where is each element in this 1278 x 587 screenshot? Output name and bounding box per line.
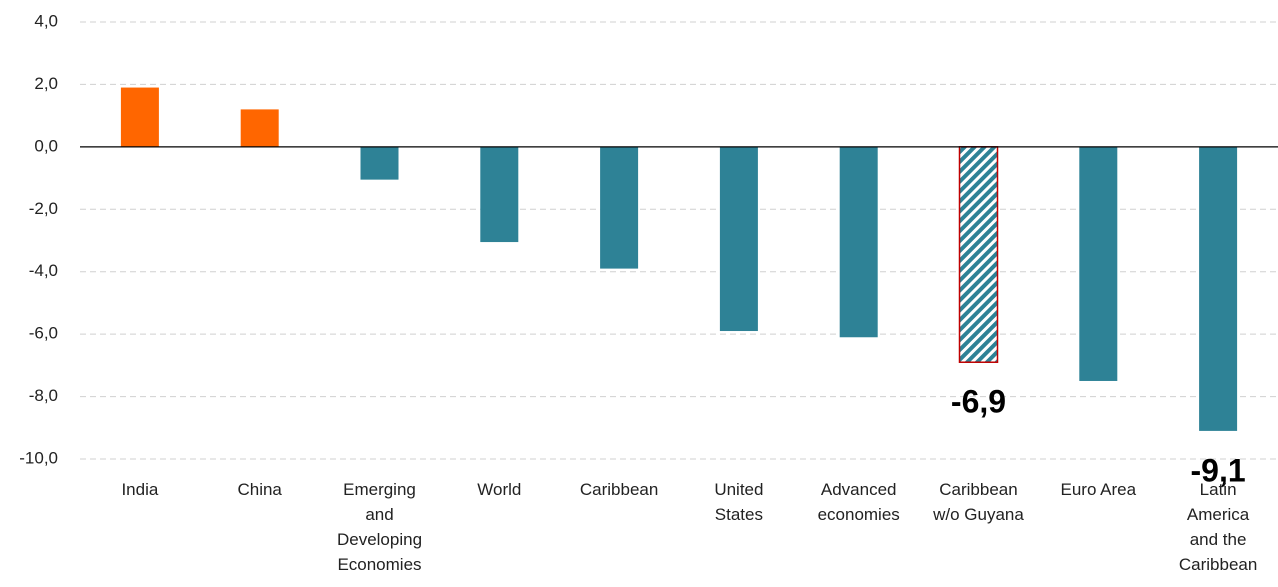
y-tick-label: -8,0	[29, 386, 58, 405]
x-tick-label: India	[121, 480, 159, 499]
data-label: -6,9	[951, 384, 1006, 420]
bar	[360, 146, 399, 180]
x-tick-label: United States	[714, 480, 764, 524]
bar	[1199, 146, 1238, 431]
x-tick-label: Caribbean w/o Guyana	[933, 480, 1024, 524]
bar	[240, 109, 279, 147]
y-tick-label: -2,0	[29, 199, 58, 218]
x-tick-label: Emerging and Developing Economies	[336, 480, 423, 574]
y-tick-label: 2,0	[34, 74, 58, 93]
y-tick-label: 4,0	[34, 11, 58, 30]
y-tick-label: -10,0	[19, 448, 58, 467]
x-tick-label: Caribbean	[579, 480, 659, 499]
y-tick-label: 0,0	[34, 136, 58, 155]
y-tick-label: -6,0	[29, 324, 58, 343]
bar	[120, 87, 159, 147]
bar	[600, 146, 639, 269]
bar	[839, 146, 878, 338]
bar	[1079, 146, 1118, 381]
data-label: -9,1	[1191, 452, 1246, 488]
x-tick-label: World	[477, 480, 522, 499]
x-tick-label: Latin America and the Caribbean	[1178, 480, 1258, 574]
x-tick-label: Advanced economies	[817, 480, 900, 524]
bar	[958, 146, 999, 363]
bar	[719, 146, 758, 332]
x-tick-label: Euro Area	[1060, 480, 1137, 499]
bar	[480, 146, 519, 243]
x-tick-label: China	[237, 480, 282, 499]
y-tick-label: -4,0	[29, 261, 58, 280]
